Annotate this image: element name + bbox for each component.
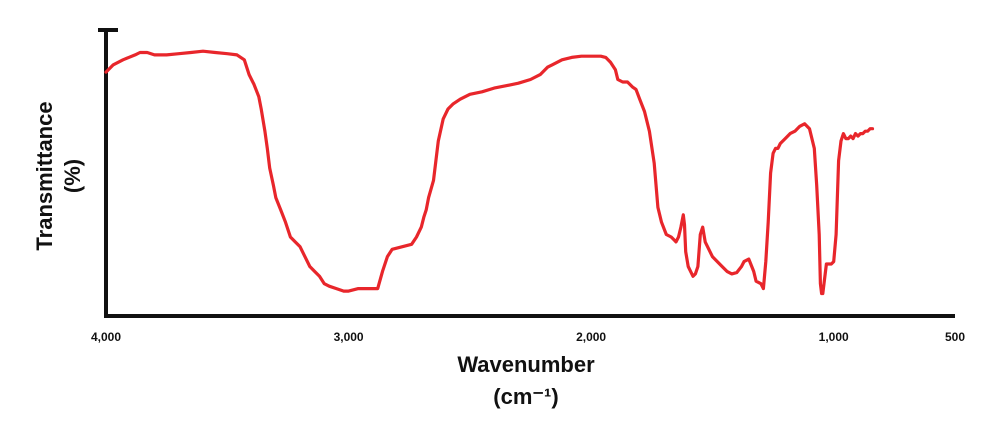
y-axis-title: Transmittance [32, 101, 57, 250]
transmittance-line [104, 49, 875, 296]
x-axis-title: Wavenumber [457, 352, 595, 377]
x-tick-label: 3,000 [334, 330, 364, 344]
x-tick-label: 1,000 [819, 330, 849, 344]
x-axis-unit: (cm⁻¹) [493, 384, 558, 409]
y-axis-unit: (%) [60, 159, 85, 193]
x-tick-label: 2,000 [576, 330, 606, 344]
x-tick-labels: 4,000 3,000 2,000 1,000 500 [91, 330, 965, 344]
x-tick-label: 4,000 [91, 330, 121, 344]
x-tick-label: 500 [945, 330, 965, 344]
